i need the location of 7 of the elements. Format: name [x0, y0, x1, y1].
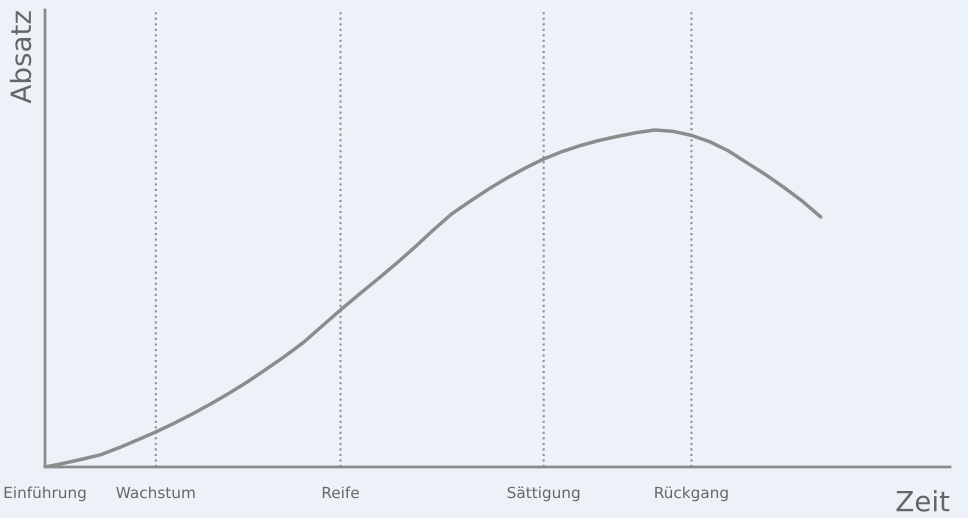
- y-axis-title: Absatz: [10, 11, 32, 104]
- x-tick-label: Wachstum: [116, 486, 195, 498]
- x-tick-label: Einführung: [4, 486, 86, 502]
- x-axis-title: Zeit: [896, 490, 950, 512]
- x-tick-label: Rückgang: [655, 486, 728, 502]
- x-tick-label: Reife: [322, 486, 359, 498]
- x-tick-label: Sättigung: [508, 486, 580, 502]
